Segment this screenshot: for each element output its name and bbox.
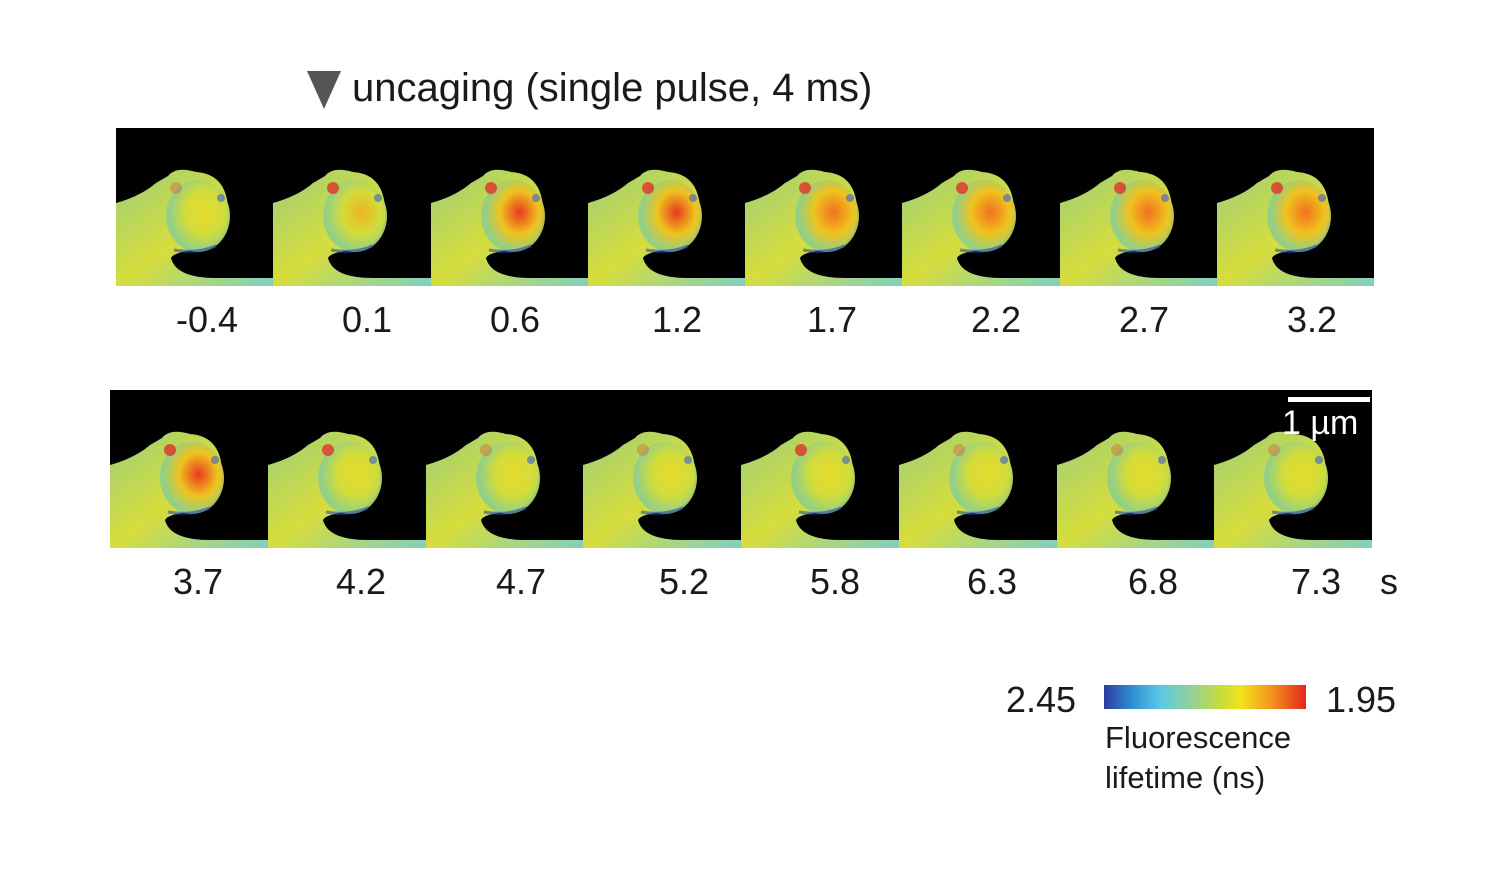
time-label: 4.2 <box>335 561 387 602</box>
time-label: 6.8 <box>1127 561 1179 602</box>
time-label: 3.7 <box>172 561 224 602</box>
image-frame <box>745 128 903 286</box>
image-frame <box>1059 128 1218 286</box>
time-label: 7.3 <box>1290 561 1342 602</box>
time-label: 6.3 <box>966 561 1018 602</box>
image-frame <box>1214 390 1372 548</box>
image-frame <box>898 390 1057 548</box>
image-frame <box>902 128 1061 286</box>
figure-title: uncaging (single pulse, 4 ms) <box>352 66 873 110</box>
time-label: 4.7 <box>495 561 547 602</box>
image-frame <box>1056 390 1215 548</box>
scale-bar <box>1288 397 1370 402</box>
time-label: 2.2 <box>970 299 1022 340</box>
colorbar-caption-line-2: lifetime (ns) <box>1105 760 1266 795</box>
image-frame <box>273 128 432 286</box>
image-frame <box>425 390 584 548</box>
time-label: 3.2 <box>1286 299 1338 340</box>
colorbar-right-label: 1.95 <box>1326 679 1397 720</box>
image-frame <box>267 390 426 548</box>
image-frame <box>116 128 274 286</box>
down-triangle-icon <box>307 71 341 109</box>
colorbar <box>1104 685 1306 709</box>
image-strip-row-1 <box>116 128 1374 286</box>
time-label: -0.4 <box>175 299 239 340</box>
time-label: 2.7 <box>1118 299 1170 340</box>
image-frame <box>1216 128 1374 286</box>
time-label: 5.8 <box>809 561 861 602</box>
time-unit-label: s <box>1380 561 1398 602</box>
colorbar-caption-line-1: Fluorescence <box>1105 720 1292 755</box>
image-strip-row-2 <box>110 390 1372 548</box>
image-frame <box>110 390 268 548</box>
image-frame <box>430 128 589 286</box>
time-label: 0.1 <box>341 299 393 340</box>
image-frame <box>741 390 899 548</box>
image-frame <box>587 128 746 286</box>
time-label: 0.6 <box>489 299 541 340</box>
time-label: 1.2 <box>651 299 703 340</box>
image-frame <box>583 390 742 548</box>
time-label: 1.7 <box>806 299 858 340</box>
colorbar-left-label: 2.45 <box>1006 679 1077 720</box>
time-label: 5.2 <box>658 561 710 602</box>
scale-bar-label: 1 µm <box>1282 404 1359 442</box>
